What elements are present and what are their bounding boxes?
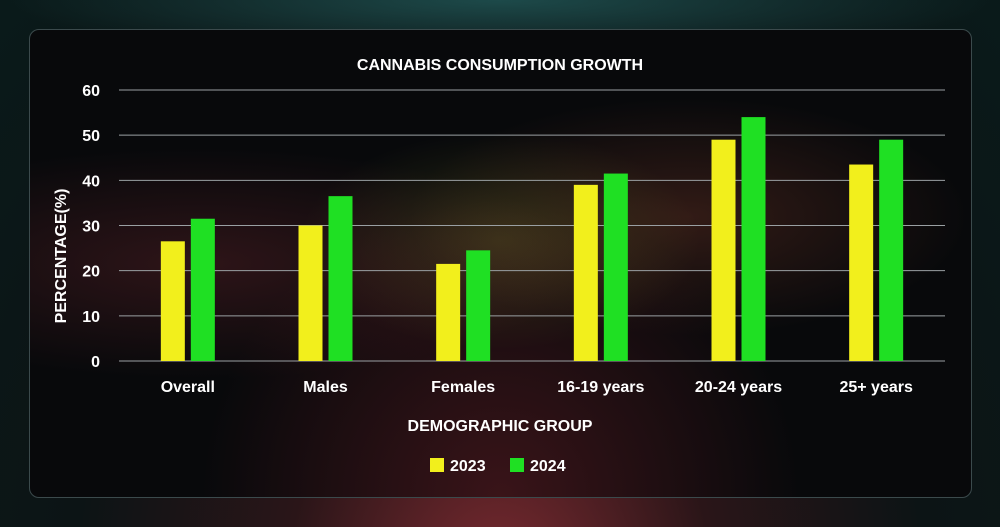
- legend-swatch-2023: [430, 458, 444, 472]
- bar-chart: CANNABIS CONSUMPTION GROWTH 0 10 20 30 40 50 6…: [53, 57, 945, 475]
- legend-label-2023: 2023: [450, 458, 486, 475]
- y-tick-label: 40: [82, 173, 100, 190]
- x-axis-categories: Overall Males Females 16-19 years 20-24 year…: [161, 379, 913, 396]
- bar-2023-25-years: [849, 164, 874, 361]
- x-category-label: Males: [303, 379, 348, 396]
- y-tick-label: 60: [82, 83, 100, 100]
- chart-title: CANNABIS CONSUMPTION GROWTH: [357, 57, 643, 74]
- bars: [160, 117, 904, 361]
- y-tick-label: 10: [82, 309, 100, 326]
- bar-2024-males: [328, 196, 353, 361]
- bar-2024-16-19-years: [603, 173, 628, 361]
- y-tick-label: 30: [82, 219, 100, 236]
- legend-label-2024: 2024: [530, 458, 566, 475]
- bar-2024-25-years: [879, 139, 904, 361]
- y-axis-ticks: 0 10 20 30 40 50 60: [82, 83, 100, 371]
- bar-2024-overall: [190, 218, 215, 361]
- x-category-label: 25+ years: [839, 379, 913, 396]
- chart-card: CANNABIS CONSUMPTION GROWTH 0 10 20 30 40 50 6…: [29, 29, 972, 498]
- bar-2024-20-24-years: [741, 117, 766, 361]
- grid-lines: [119, 89, 945, 362]
- x-category-label: 20-24 years: [695, 379, 782, 396]
- x-category-label: Females: [431, 379, 495, 396]
- y-tick-label: 0: [91, 354, 100, 371]
- bar-2023-males: [298, 225, 323, 361]
- legend-swatch-2024: [510, 458, 524, 472]
- bar-2023-16-19-years: [573, 184, 598, 361]
- bar-2024-females: [466, 250, 491, 361]
- x-category-label: 16-19 years: [557, 379, 644, 396]
- y-axis-label: PERCENTAGE(%): [53, 189, 70, 324]
- bar-2023-females: [436, 263, 461, 361]
- x-axis-label: DEMOGRAPHIC GROUP: [408, 418, 593, 435]
- legend: 2023 2024: [430, 458, 566, 475]
- bar-2023-20-24-years: [711, 139, 736, 361]
- y-tick-label: 20: [82, 264, 100, 281]
- bar-2023-overall: [160, 241, 185, 361]
- y-tick-label: 50: [82, 128, 100, 145]
- x-category-label: Overall: [161, 379, 215, 396]
